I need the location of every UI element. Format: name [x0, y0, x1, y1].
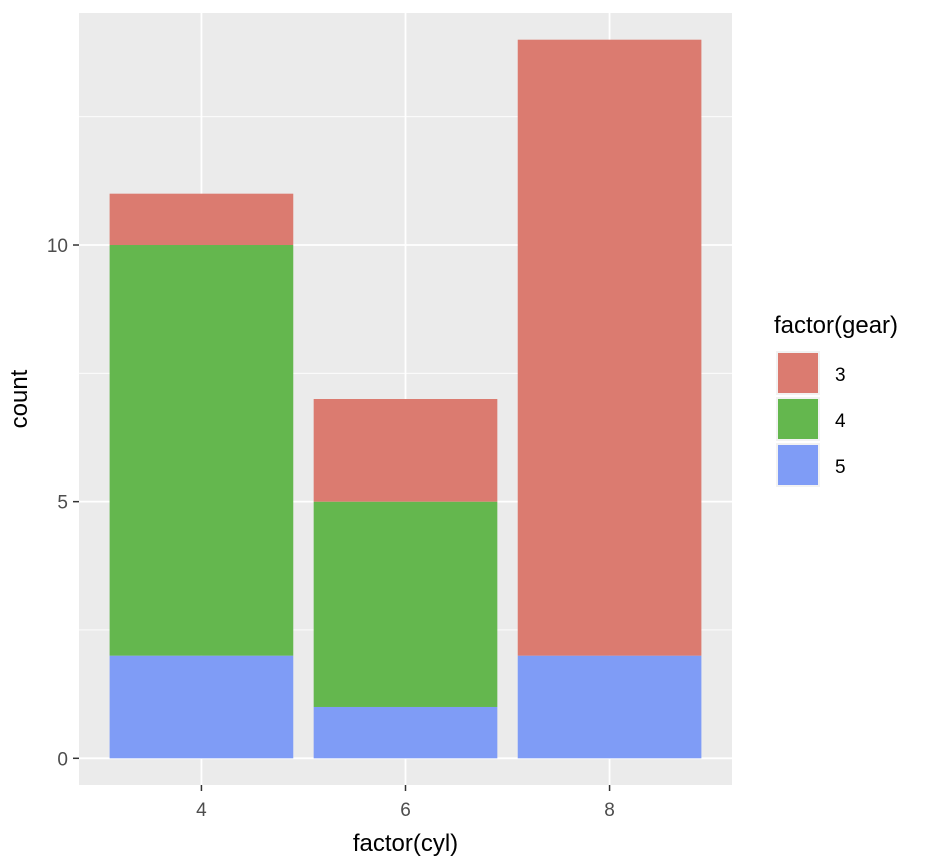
y-tick-label: 0: [57, 749, 68, 770]
legend-swatch: [778, 353, 818, 393]
bar-segment: [109, 655, 294, 759]
bar-segment: [517, 655, 702, 759]
y-axis-title: count: [6, 369, 33, 428]
legend-label: 4: [835, 411, 846, 432]
y-axis: 0 5 10: [47, 236, 79, 770]
x-axis-title: factor(cyl): [353, 830, 458, 857]
y-tick-label: 5: [57, 493, 68, 514]
legend-swatch: [778, 399, 818, 439]
bars: [109, 39, 702, 759]
legend-label: 3: [835, 365, 846, 386]
bar-segment: [517, 39, 702, 656]
legend-label: 5: [835, 457, 846, 478]
legend-swatch: [778, 445, 818, 485]
bar-segment: [313, 706, 498, 759]
bar-segment: [313, 399, 498, 502]
x-tick-label: 6: [400, 800, 411, 821]
legend: factor(gear) 3 4 5: [774, 312, 898, 487]
x-axis: 4 6 8: [196, 785, 615, 821]
bar-segment: [109, 245, 294, 656]
bar-segment: [313, 501, 498, 707]
bar-segment: [109, 193, 294, 246]
y-tick-label: 10: [47, 236, 68, 257]
legend-title: factor(gear): [774, 312, 898, 339]
x-tick-label: 4: [196, 800, 207, 821]
x-tick-label: 8: [604, 800, 615, 821]
